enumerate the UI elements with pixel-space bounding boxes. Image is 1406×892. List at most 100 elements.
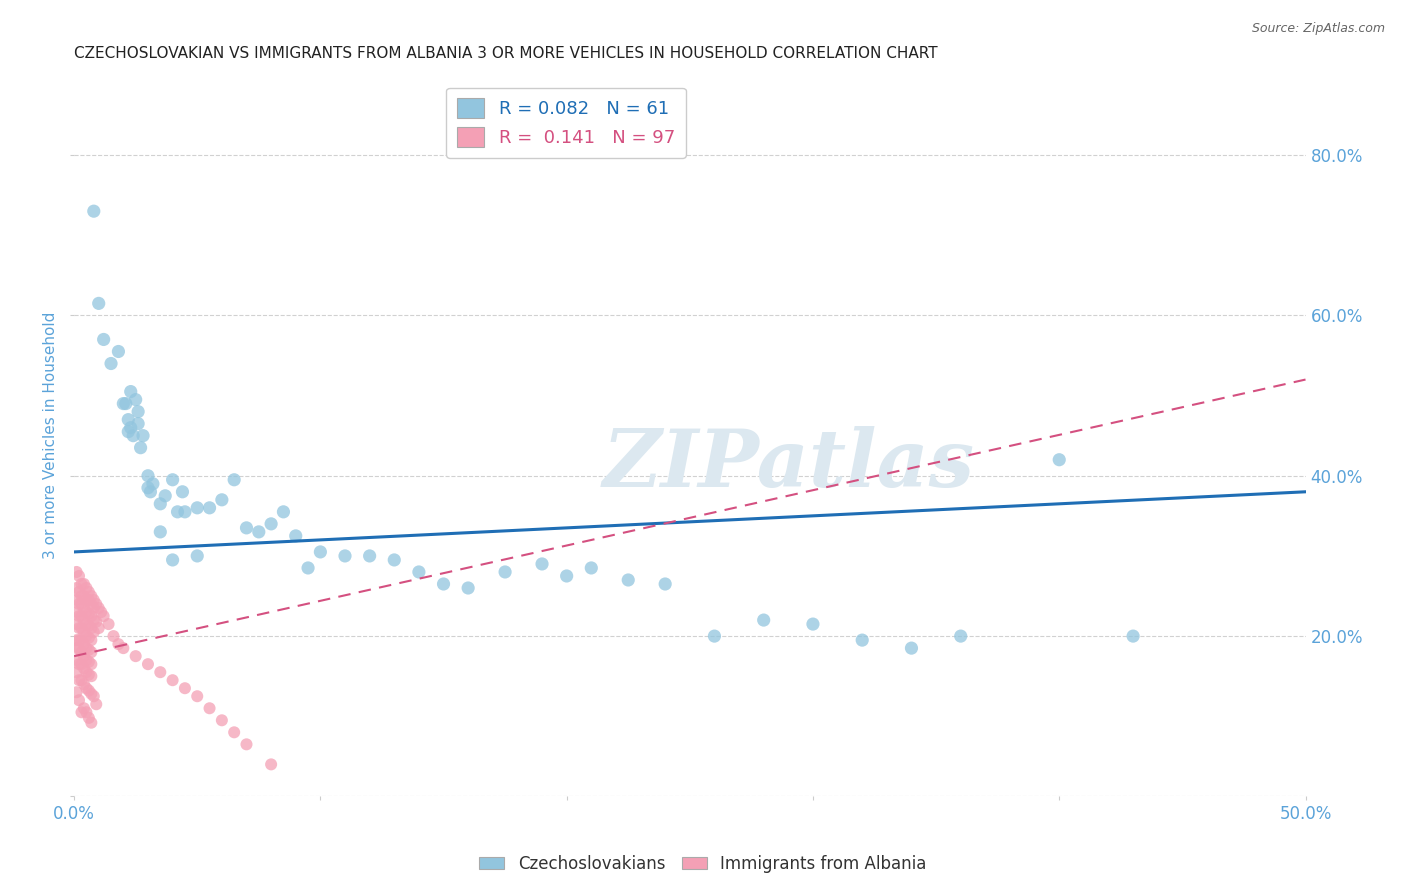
Text: CZECHOSLOVAKIAN VS IMMIGRANTS FROM ALBANIA 3 OR MORE VEHICLES IN HOUSEHOLD CORRE: CZECHOSLOVAKIAN VS IMMIGRANTS FROM ALBAN…: [75, 46, 938, 62]
Point: [87, 621, 110, 635]
Point: [333, 549, 356, 563]
Point: [90, 605, 112, 619]
Point: [149, 665, 172, 680]
Point: [70, 657, 93, 672]
Point: [80, 597, 103, 611]
Point: [432, 577, 454, 591]
Point: [83, 690, 105, 704]
Point: [83, 204, 105, 219]
Point: [65, 665, 87, 680]
Point: [408, 565, 430, 579]
Point: [65, 685, 87, 699]
Point: [273, 505, 295, 519]
Point: [67, 585, 90, 599]
Point: [112, 396, 135, 410]
Point: [382, 553, 405, 567]
Point: [224, 473, 246, 487]
Point: [73, 625, 96, 640]
Point: [73, 589, 96, 603]
Point: [117, 412, 139, 426]
Point: [75, 605, 97, 619]
Point: [211, 713, 233, 727]
Point: [136, 468, 159, 483]
Point: [75, 706, 97, 720]
Point: [198, 701, 221, 715]
Point: [166, 505, 188, 519]
Y-axis label: 3 or more Vehicles in Household: 3 or more Vehicles in Household: [44, 312, 58, 559]
Point: [1047, 452, 1070, 467]
Point: [67, 569, 90, 583]
Point: [83, 601, 105, 615]
Point: [851, 633, 873, 648]
Point: [80, 633, 103, 648]
Point: [124, 649, 146, 664]
Point: [107, 637, 129, 651]
Point: [162, 473, 184, 487]
Point: [654, 577, 676, 591]
Point: [260, 757, 283, 772]
Point: [65, 641, 87, 656]
Point: [149, 524, 172, 539]
Point: [75, 629, 97, 643]
Point: [129, 441, 152, 455]
Point: [67, 657, 90, 672]
Point: [136, 481, 159, 495]
Point: [77, 667, 100, 681]
Point: [67, 693, 90, 707]
Point: [117, 425, 139, 439]
Point: [83, 613, 105, 627]
Point: [77, 585, 100, 599]
Point: [555, 569, 578, 583]
Point: [75, 581, 97, 595]
Point: [75, 653, 97, 667]
Point: [132, 428, 155, 442]
Point: [84, 698, 107, 712]
Point: [752, 613, 775, 627]
Point: [70, 706, 93, 720]
Point: [172, 484, 194, 499]
Point: [77, 642, 100, 657]
Point: [80, 657, 103, 672]
Text: ZIPatlas: ZIPatlas: [602, 425, 974, 503]
Point: [93, 609, 115, 624]
Point: [112, 641, 135, 656]
Point: [70, 673, 93, 688]
Point: [73, 649, 96, 664]
Point: [162, 553, 184, 567]
Point: [73, 677, 96, 691]
Point: [84, 615, 107, 629]
Point: [73, 577, 96, 591]
Point: [801, 617, 824, 632]
Point: [531, 557, 554, 571]
Point: [73, 637, 96, 651]
Point: [87, 296, 110, 310]
Point: [65, 605, 87, 619]
Point: [77, 618, 100, 632]
Point: [67, 641, 90, 656]
Point: [75, 617, 97, 632]
Point: [122, 428, 145, 442]
Point: [900, 641, 922, 656]
Point: [198, 500, 221, 515]
Point: [75, 593, 97, 607]
Point: [224, 725, 246, 739]
Point: [120, 384, 142, 399]
Point: [174, 505, 197, 519]
Point: [142, 476, 165, 491]
Point: [1122, 629, 1144, 643]
Point: [67, 609, 90, 624]
Point: [77, 655, 100, 669]
Point: [83, 593, 105, 607]
Point: [70, 609, 93, 624]
Point: [80, 645, 103, 659]
Point: [83, 625, 105, 640]
Point: [174, 681, 197, 696]
Point: [149, 497, 172, 511]
Point: [186, 690, 208, 704]
Point: [84, 597, 107, 611]
Point: [949, 629, 972, 643]
Point: [120, 420, 142, 434]
Point: [77, 711, 100, 725]
Point: [87, 601, 110, 615]
Point: [75, 665, 97, 680]
